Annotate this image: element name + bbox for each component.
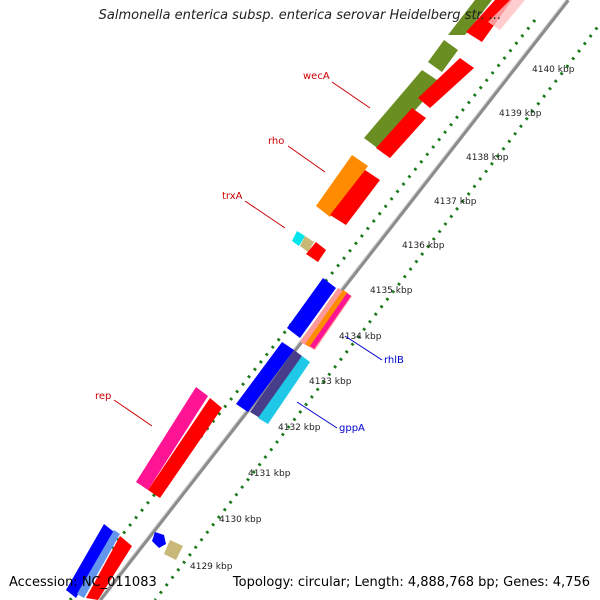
gene-label-trxA: trxA: [222, 191, 243, 202]
gene-label-rho: rho: [268, 136, 284, 147]
kbp-label: 4131 kbp: [248, 469, 291, 479]
kbp-label: 4130 kbp: [219, 515, 262, 525]
kbp-label: 4134 kbp: [339, 332, 382, 342]
kbp-label: 4135 kbp: [370, 286, 413, 296]
kbp-label: 4129 kbp: [190, 562, 233, 572]
gene-orange-rho: [316, 155, 368, 217]
gene-orange-rhlB: [305, 290, 348, 347]
organism-title: Salmonella enterica subsp. enterica sero…: [98, 8, 502, 23]
kbp-label: 4138 kbp: [466, 153, 509, 163]
leader-rep: [113, 399, 153, 427]
leader-gppA: [296, 401, 338, 429]
gene-lightblue-bottom: [77, 530, 120, 598]
gene-navy-gppA: [250, 350, 302, 418]
leader-rhlB: [344, 335, 383, 361]
gene-olive-1: [448, 0, 492, 35]
accession-label: Accession: NC_011083: [9, 575, 157, 590]
gene-olive-2: [428, 40, 458, 72]
leader-wecA: [331, 81, 371, 109]
gene-red-2: [418, 58, 474, 108]
gene-tan-small: [164, 540, 183, 560]
kbp-label: 4140 kbp: [532, 65, 575, 75]
leader-trxA: [244, 200, 286, 229]
kbp-label: 4139 kbp: [499, 109, 542, 119]
gene-blue-bottom: [66, 524, 114, 598]
kbp-label: 4132 kbp: [278, 423, 321, 433]
genome-summary: Topology: circular; Length: 4,888,768 bp…: [232, 575, 590, 590]
leader-rho: [287, 145, 326, 173]
gene-label-rhlB: rhlB: [384, 355, 404, 366]
kbp-label: 4137 kbp: [434, 197, 477, 207]
gene-cyan-gppA: [258, 356, 310, 424]
gene-red-rep: [148, 398, 222, 498]
inner-tick-strand: [153, 21, 600, 600]
gene-magenta-rep: [136, 387, 208, 490]
gene-label-gppA: gppA: [339, 423, 365, 434]
gene-blue-gppA-1: [236, 342, 294, 412]
gene-blue-small: [152, 532, 166, 548]
gene-label-wecA: wecA: [303, 71, 330, 82]
gene-red-bottom: [86, 536, 132, 600]
gene-faded-1: [488, 0, 525, 30]
gene-red-trxA: [306, 242, 326, 262]
gene-olive-wecA: [364, 70, 440, 150]
kbp-label: 4136 kbp: [402, 241, 445, 251]
gene-red-3: [376, 108, 426, 158]
gene-tan-trxA: [300, 236, 314, 252]
gene-cyan-trxA: [292, 231, 305, 246]
gene-label-rep: rep: [95, 391, 111, 402]
gene-red-rho: [330, 170, 380, 225]
gene-blue-4135: [287, 278, 336, 338]
gene-magenta-rhlB: [310, 293, 351, 349]
kbp-label: 4133 kbp: [309, 377, 352, 387]
